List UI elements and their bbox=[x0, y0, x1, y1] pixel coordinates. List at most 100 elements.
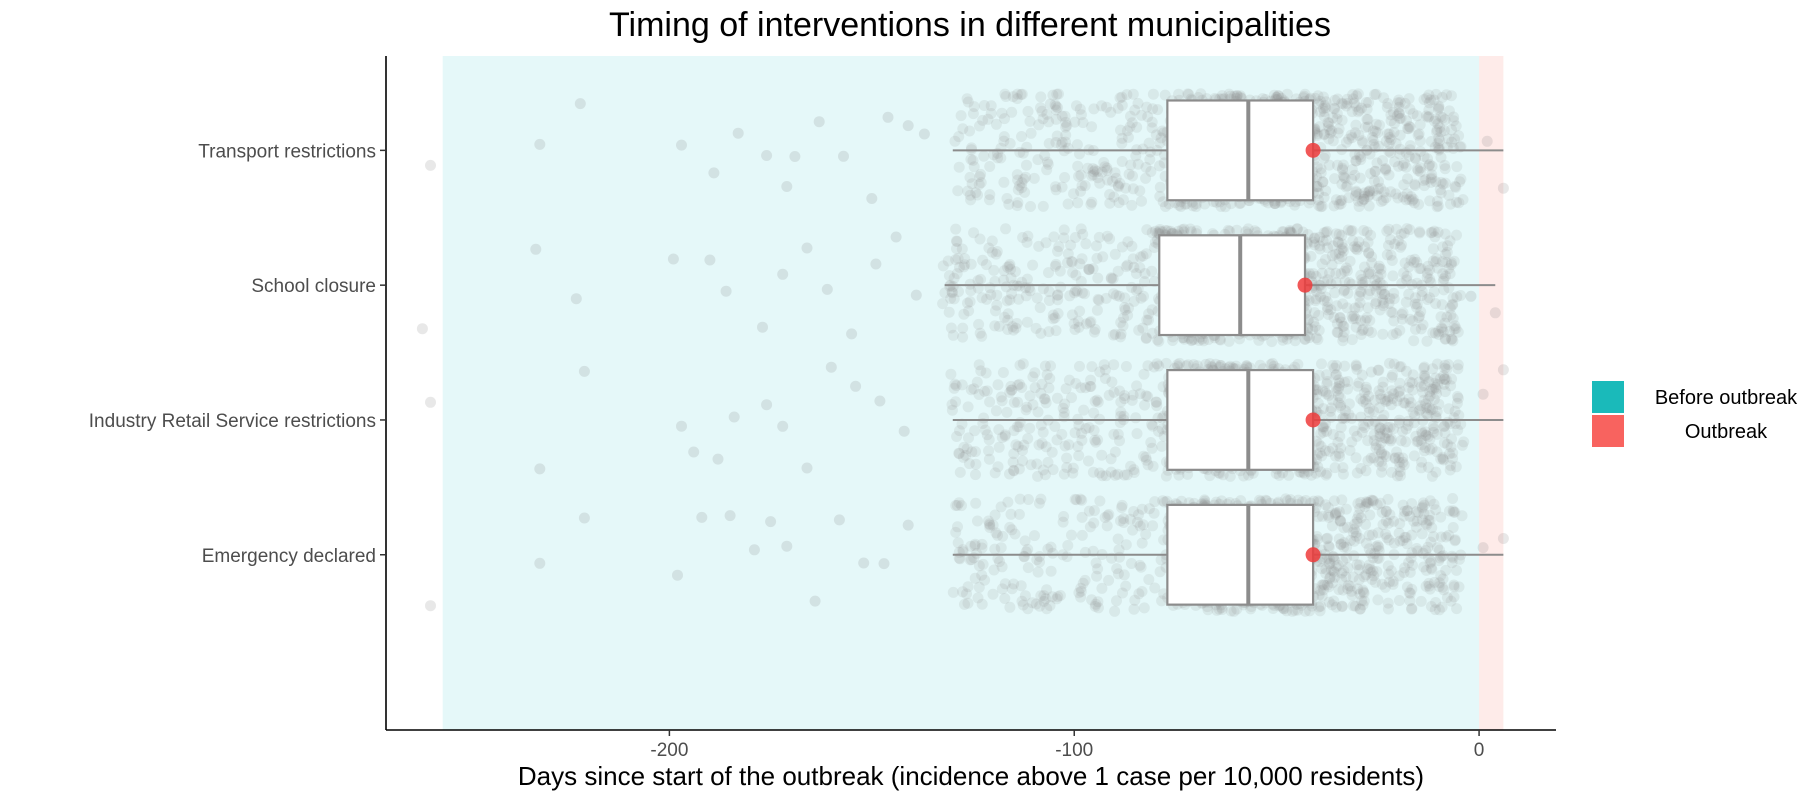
jitter-point bbox=[952, 537, 964, 549]
jitter-point bbox=[1330, 382, 1342, 394]
jitter-point bbox=[1424, 292, 1436, 304]
jitter-point bbox=[1451, 564, 1462, 576]
jitter-point bbox=[1359, 394, 1371, 406]
jitter-point bbox=[1110, 289, 1122, 301]
jitter-point bbox=[1350, 321, 1362, 333]
jitter-point bbox=[1137, 519, 1149, 531]
jitter-point bbox=[1427, 403, 1438, 415]
jitter-point bbox=[1360, 518, 1372, 530]
jitter-point bbox=[1075, 169, 1087, 181]
jitter-point bbox=[1447, 522, 1459, 533]
jitter-point bbox=[1387, 329, 1399, 341]
jitter-point bbox=[1088, 326, 1100, 338]
jitter-point bbox=[1333, 447, 1345, 459]
jitter-point bbox=[1413, 198, 1425, 210]
jitter-point bbox=[1420, 173, 1432, 185]
jitter-point bbox=[1330, 508, 1341, 520]
jitter-point bbox=[1008, 397, 1020, 408]
jitter-point bbox=[1016, 382, 1028, 393]
jitter-point bbox=[1055, 139, 1067, 151]
jitter-point bbox=[1320, 291, 1332, 303]
jitter-point bbox=[1430, 597, 1442, 608]
outlier-point bbox=[1489, 307, 1501, 319]
jitter-point bbox=[1435, 126, 1447, 138]
box-school-closure bbox=[1158, 234, 1307, 337]
jitter-point bbox=[1002, 314, 1014, 326]
jitter-point bbox=[1272, 90, 1284, 102]
jitter-point bbox=[1407, 559, 1418, 571]
jitter-point bbox=[1360, 97, 1372, 108]
jitter-point bbox=[1405, 191, 1417, 203]
jitter-point bbox=[1397, 191, 1409, 203]
jitter-point bbox=[1149, 225, 1161, 237]
jitter-point bbox=[1369, 89, 1381, 100]
jitter-point bbox=[953, 161, 965, 173]
jitter-point bbox=[1380, 528, 1392, 540]
jitter-point bbox=[1375, 284, 1387, 296]
highlight-point-transport-restrictions bbox=[1305, 142, 1321, 158]
jitter-point bbox=[1091, 252, 1103, 264]
jitter-point bbox=[956, 379, 968, 391]
jitter-point bbox=[1069, 324, 1081, 335]
jitter-point bbox=[1334, 311, 1346, 323]
jitter-point bbox=[1387, 575, 1399, 587]
outlier-point bbox=[850, 380, 862, 392]
jitter-point bbox=[1016, 182, 1028, 194]
outlier-point bbox=[708, 167, 720, 179]
jitter-point bbox=[986, 235, 998, 247]
jitter-point bbox=[1368, 570, 1380, 582]
jitter-point bbox=[1421, 294, 1433, 305]
jitter-point bbox=[1391, 395, 1403, 407]
jitter-point bbox=[1337, 331, 1349, 343]
jitter-point bbox=[1045, 565, 1057, 577]
jitter-point bbox=[1431, 201, 1443, 213]
jitter-point bbox=[1447, 142, 1459, 154]
jitter-point bbox=[1317, 235, 1329, 247]
jitter-point bbox=[1313, 309, 1325, 321]
jitter-point bbox=[1015, 89, 1027, 100]
jitter-point bbox=[1329, 94, 1341, 106]
jitter-point bbox=[1350, 186, 1362, 198]
jitter-point bbox=[1085, 381, 1097, 392]
jitter-point bbox=[1375, 448, 1387, 460]
jitter-point bbox=[1363, 559, 1375, 571]
jitter-point bbox=[1143, 503, 1155, 515]
outlier-point bbox=[858, 557, 870, 569]
jitter-point bbox=[1026, 597, 1038, 609]
jitter-point bbox=[1050, 258, 1062, 270]
jitter-point bbox=[1114, 435, 1125, 447]
jitter-point bbox=[1441, 246, 1453, 258]
jitter-point bbox=[1418, 394, 1430, 406]
jitter-point bbox=[1429, 231, 1441, 243]
jitter-point bbox=[1133, 588, 1145, 600]
jitter-point bbox=[1315, 466, 1327, 478]
jitter-point bbox=[1332, 326, 1344, 338]
jitter-point bbox=[1323, 581, 1335, 593]
y-tick-label: Transport restrictions bbox=[198, 141, 376, 162]
jitter-point bbox=[1107, 175, 1118, 187]
jitter-point bbox=[1436, 551, 1448, 562]
jitter-point bbox=[1372, 271, 1384, 283]
jitter-point bbox=[1019, 186, 1031, 198]
jitter-point bbox=[1066, 529, 1077, 541]
jitter-point bbox=[1416, 439, 1428, 451]
jitter-point bbox=[1431, 358, 1443, 370]
jitter-point bbox=[1447, 447, 1459, 459]
jitter-point bbox=[1096, 582, 1108, 594]
outlier-point bbox=[696, 511, 708, 523]
jitter-point bbox=[1350, 360, 1362, 372]
jitter-point bbox=[1338, 285, 1350, 297]
jitter-point bbox=[1058, 468, 1070, 480]
jitter-point bbox=[1353, 301, 1364, 313]
jitter-point bbox=[1425, 136, 1437, 147]
jitter-point bbox=[1340, 571, 1352, 583]
jitter-point bbox=[1385, 186, 1397, 198]
jitter-point bbox=[945, 293, 957, 304]
outlier-point bbox=[833, 514, 845, 526]
jitter-point bbox=[1115, 328, 1127, 340]
jitter-point bbox=[1426, 383, 1438, 395]
jitter-point bbox=[1383, 298, 1395, 309]
jitter-point bbox=[1156, 423, 1168, 435]
jitter-point bbox=[981, 293, 993, 305]
jitter-point bbox=[1439, 362, 1451, 374]
